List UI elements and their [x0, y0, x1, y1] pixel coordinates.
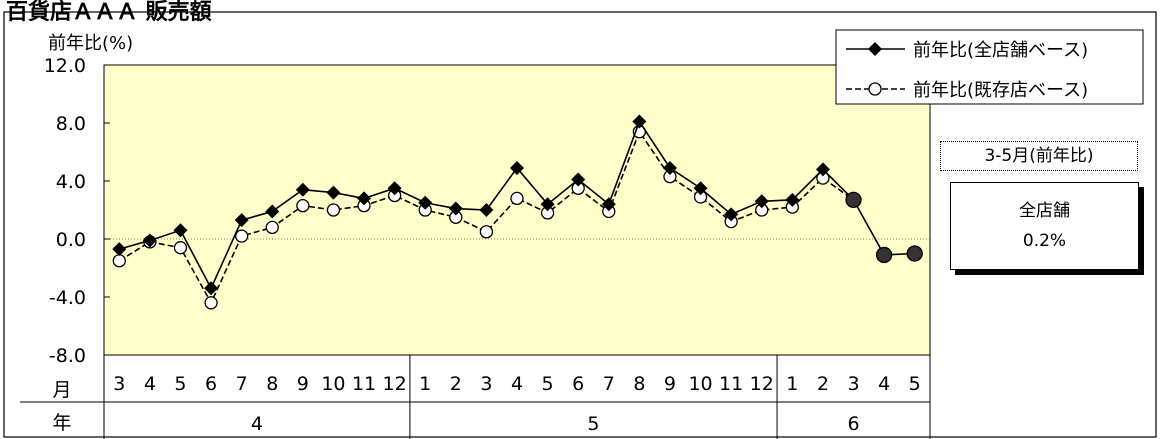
filled-circle-marker	[875, 246, 893, 264]
legend-label: 前年比(全店舗ベース)	[913, 40, 1088, 61]
x-axis-table: 月年3 4 5 6 7 8 9 10 11 12 1 2 3 4 5 6 7 8 9 10 11 12 1 2 3 4 54 5 6	[20, 355, 931, 439]
period-label: 3-5月(前年比)	[984, 146, 1094, 166]
x-tick-label: 4	[144, 373, 156, 395]
diamond-marker	[632, 114, 647, 129]
diamond-marker	[510, 160, 524, 175]
y-tick-label: 0.0	[56, 229, 86, 251]
diamond-marker	[357, 191, 372, 206]
y-tick-label: -4.0	[49, 287, 86, 309]
diamond-marker	[142, 233, 157, 248]
diamond-marker	[662, 160, 677, 175]
x-tick-label: 5	[542, 373, 554, 395]
series-2	[845, 191, 923, 264]
year-label: 5	[587, 413, 599, 435]
circle-marker	[479, 225, 494, 239]
legend: 前年比(全店舗ベース) 前年比(既存店ベース)	[835, 29, 1144, 105]
diamond-marker	[326, 185, 341, 200]
filled-circle-marker	[845, 191, 862, 209]
x-tick-label: 2	[450, 373, 462, 395]
diamond-marker	[754, 194, 769, 209]
x-tick-label: 12	[383, 373, 407, 395]
diamond-marker	[785, 192, 800, 207]
store-value: 0.2%	[1022, 231, 1067, 251]
y-axis: 12.0 8.0 4.0 0.0 -4.0 -8.0	[44, 55, 110, 367]
x-tick-label: 7	[236, 373, 248, 395]
y-axis-label: 前年比(%)	[48, 33, 133, 54]
diamond-marker	[571, 172, 586, 187]
x-tick-label: 10	[688, 373, 712, 395]
x-tick-label: 5	[174, 373, 186, 395]
diamond-marker	[265, 204, 280, 219]
diamond-marker	[387, 181, 402, 196]
x-tick-label: 1	[419, 373, 431, 395]
x-tick-label: 9	[664, 373, 676, 395]
month-row-label: 月	[52, 379, 71, 401]
filled-circle-marker	[906, 245, 923, 262]
x-tick-label: 6	[572, 373, 584, 395]
year-row-label: 年	[52, 412, 71, 434]
diamond-marker	[693, 181, 708, 196]
x-tick-label: 3	[113, 373, 125, 395]
circle-marker	[326, 203, 341, 217]
diamond-marker	[448, 201, 463, 216]
circle-marker	[296, 198, 310, 213]
summary-box: 全店舗 0.2%	[950, 182, 1139, 270]
chart-frame	[3, 11, 1157, 438]
year-label: 6	[847, 413, 859, 435]
plot-area	[103, 64, 931, 356]
x-tick-label: 1	[786, 373, 798, 395]
x-tick-label: 4	[878, 373, 890, 395]
circle-marker	[235, 229, 249, 243]
store-label: 全店舗	[1019, 201, 1070, 221]
y-tick-label: 8.0	[56, 113, 86, 135]
x-tick-label: 8	[266, 373, 278, 395]
diamond-marker	[234, 213, 249, 228]
diamond-marker	[112, 242, 127, 257]
circle-marker	[112, 254, 126, 268]
period-note: 3-5月(前年比)	[940, 141, 1138, 171]
legend-circle-marker	[868, 82, 882, 96]
x-tick-label: 6	[205, 373, 217, 395]
y-tick-label: 12.0	[44, 55, 86, 77]
legend-label: 前年比(既存店ベース)	[913, 80, 1088, 101]
diamond-marker	[724, 207, 739, 222]
diamond-marker	[601, 197, 616, 212]
y-tick-label: 4.0	[56, 171, 86, 193]
x-tick-label: 4	[511, 373, 523, 395]
x-tick-label: 3	[480, 373, 492, 395]
legend-box	[835, 29, 1144, 105]
circle-marker	[510, 191, 524, 206]
diamond-marker	[418, 195, 433, 210]
diamond-marker	[204, 281, 219, 296]
year-label: 4	[251, 413, 263, 435]
x-tick-label: 7	[603, 373, 615, 395]
x-tick-label: 8	[633, 373, 645, 395]
circle-marker	[204, 296, 218, 310]
x-tick-label: 5	[909, 373, 921, 395]
x-tick-label: 11	[352, 373, 376, 395]
series-group	[112, 114, 923, 310]
x-tick-label: 11	[719, 373, 743, 395]
diamond-marker	[173, 223, 188, 238]
x-tick-label: 10	[321, 373, 345, 395]
diamond-marker	[540, 197, 555, 212]
x-tick-label: 12	[750, 373, 774, 395]
circle-marker	[173, 241, 188, 255]
x-tick-label: 3	[847, 373, 859, 395]
circle-marker	[265, 220, 279, 235]
diamond-marker	[815, 162, 830, 177]
x-tick-label: 9	[297, 373, 309, 395]
y-tick-label: -8.0	[49, 345, 86, 367]
x-tick-label: 2	[817, 373, 829, 395]
diamond-marker	[295, 182, 310, 197]
legend-diamond-marker	[868, 42, 882, 56]
diamond-marker	[479, 203, 494, 217]
chart-title: 百貨店ＡＡＡ 販売額	[6, 0, 212, 25]
